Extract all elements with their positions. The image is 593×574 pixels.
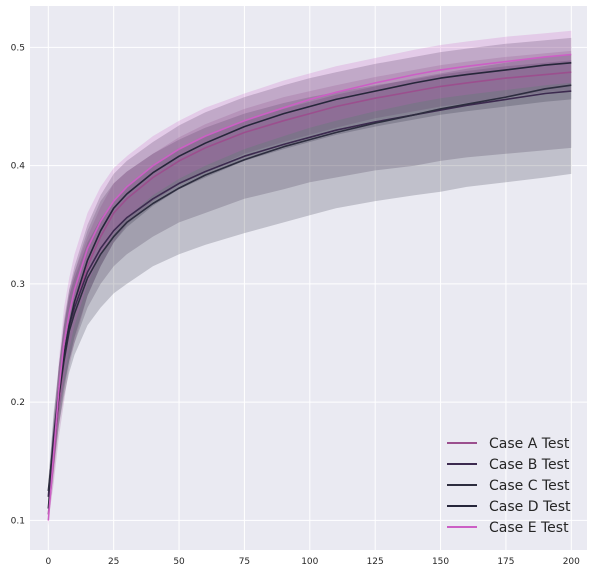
x-tick-label: 100: [301, 557, 318, 567]
x-tick-label: 25: [108, 557, 119, 567]
x-tick-label: 200: [563, 557, 580, 567]
y-tick-label: 0.3: [11, 280, 25, 290]
legend-label: Case D Test: [489, 499, 571, 515]
legend-label: Case E Test: [489, 520, 569, 536]
x-tick-label: 75: [239, 557, 250, 567]
x-tick-label: 0: [45, 557, 51, 567]
x-tick-label: 50: [173, 557, 185, 567]
y-tick-label: 0.1: [11, 516, 25, 526]
y-tick-label: 0.2: [11, 398, 25, 408]
x-tick-label: 175: [497, 557, 514, 567]
y-tick-label: 0.4: [11, 162, 26, 172]
x-tick-label: 125: [367, 557, 384, 567]
legend-label: Case C Test: [489, 478, 570, 494]
x-tick-label: 150: [432, 557, 449, 567]
y-tick-label: 0.5: [11, 43, 25, 53]
legend-label: Case B Test: [489, 457, 570, 473]
legend-label: Case A Test: [489, 436, 570, 452]
